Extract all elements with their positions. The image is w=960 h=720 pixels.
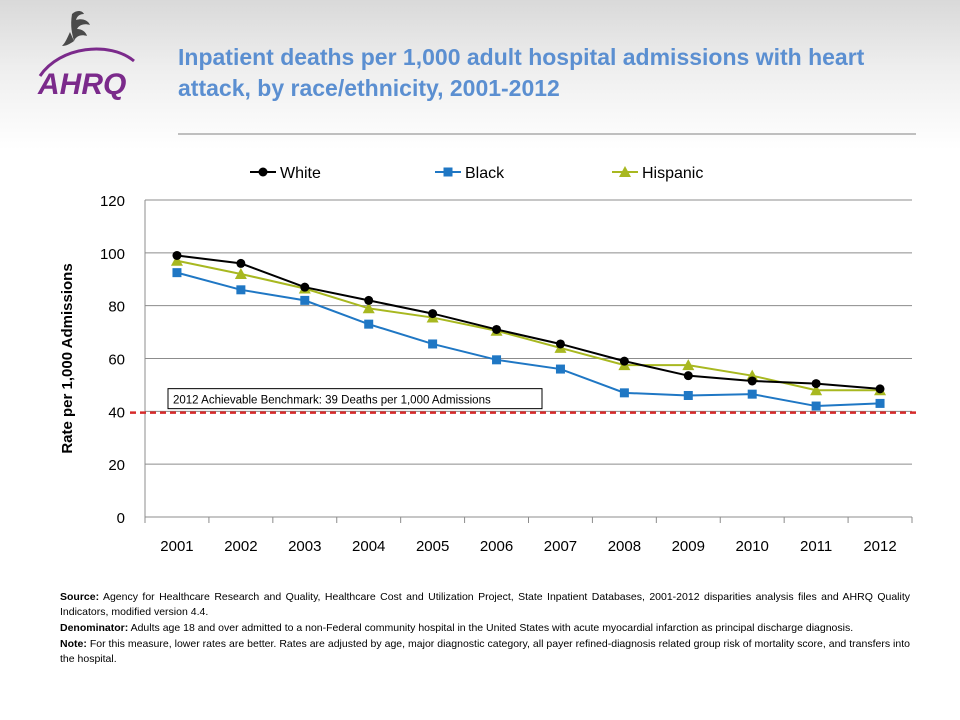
denominator-label: Denominator: xyxy=(60,622,129,634)
legend-label-white: White xyxy=(280,165,321,182)
legend-label-black: Black xyxy=(465,165,505,182)
title-divider xyxy=(178,133,916,135)
data-point-hispanic xyxy=(362,302,375,314)
ahrq-logo-text: AHRQ xyxy=(37,68,126,101)
x-tick-label: 2006 xyxy=(480,538,513,555)
data-point-white xyxy=(555,339,565,349)
series-line-hispanic xyxy=(176,259,881,392)
legend-label-hispanic: Hispanic xyxy=(642,165,703,182)
data-point-white xyxy=(172,250,182,260)
source-text: Agency for Healthcare Research and Quali… xyxy=(60,591,910,618)
legend-marker-white xyxy=(258,167,268,177)
x-tick-label: 2007 xyxy=(544,538,577,555)
data-point-white xyxy=(492,324,502,334)
y-tick-label: 100 xyxy=(100,246,125,263)
data-point-white xyxy=(236,258,246,268)
series-line-black xyxy=(176,271,881,408)
data-point-black xyxy=(492,355,502,365)
note-label: Note: xyxy=(60,638,87,650)
x-tick-label: 2005 xyxy=(416,538,449,555)
data-point-white xyxy=(747,376,757,386)
x-tick-label: 2004 xyxy=(352,538,385,555)
data-point-white xyxy=(811,379,821,389)
data-point-white xyxy=(683,371,693,381)
x-tick-label: 2002 xyxy=(224,538,257,555)
data-point-hispanic xyxy=(170,254,183,266)
data-point-black xyxy=(364,319,374,329)
source-label: Source: xyxy=(60,591,100,603)
header-background xyxy=(0,0,960,150)
x-tick-label: 2011 xyxy=(800,538,832,555)
data-point-hispanic xyxy=(810,384,823,396)
x-tick-label: 2012 xyxy=(863,538,896,555)
y-axis-title: Rate per 1,000 Admissions xyxy=(59,263,76,453)
data-point-black xyxy=(172,268,182,278)
benchmark-label-box xyxy=(167,388,543,410)
ahrq-logo: AHRQ xyxy=(37,11,135,101)
x-tick-label: 2008 xyxy=(608,538,641,555)
denominator-text: Adults age 18 and over admitted to a non… xyxy=(128,622,854,634)
y-tick-label: 20 xyxy=(108,457,125,474)
denominator-note: Denominator: Adults age 18 and over admi… xyxy=(60,621,910,636)
legend-marker-black xyxy=(443,167,453,177)
data-point-white xyxy=(300,282,310,292)
line-chart: 0 20 40 60 80 100 120 2001 2002 2003 2004 2005 2006 2… xyxy=(59,165,917,555)
y-tick-label: 60 xyxy=(108,352,125,369)
y-tick-label: 80 xyxy=(108,299,125,316)
x-tick-label: 2003 xyxy=(288,538,321,555)
y-tick-label: 0 xyxy=(117,510,125,527)
data-point-white xyxy=(875,384,885,394)
ahrq-swoosh-icon xyxy=(38,47,135,77)
data-point-black xyxy=(811,401,821,411)
data-point-hispanic xyxy=(234,267,247,279)
page-title: Inpatient deaths per 1,000 adult hospita… xyxy=(178,44,865,101)
data-point-black xyxy=(683,390,693,400)
data-point-black xyxy=(875,398,885,408)
data-point-white xyxy=(619,356,629,366)
measure-note: Note: For this measure, lower rates are … xyxy=(60,637,910,667)
x-tick-label: 2010 xyxy=(736,538,769,555)
y-tick-label: 120 xyxy=(100,193,125,210)
data-point-black xyxy=(619,388,629,398)
data-point-black xyxy=(747,389,757,399)
chart-notes: Source: Agency for Healthcare Research a… xyxy=(60,590,910,668)
data-point-black xyxy=(555,364,565,374)
series-line-white xyxy=(176,254,881,390)
benchmark-label: 2012 Achievable Benchmark: 39 Deaths per… xyxy=(173,395,491,407)
legend-marker-hispanic xyxy=(619,166,631,177)
data-point-black xyxy=(428,339,438,349)
data-point-white xyxy=(364,295,374,305)
x-tick-label: 2001 xyxy=(160,538,193,555)
source-note: Source: Agency for Healthcare Research a… xyxy=(60,590,910,620)
note-text: For this measure, lower rates are better… xyxy=(60,638,910,665)
x-tick-label: 2009 xyxy=(672,538,705,555)
data-point-black xyxy=(300,295,310,305)
data-point-white xyxy=(428,309,438,319)
data-point-hispanic xyxy=(682,359,695,371)
data-point-black xyxy=(236,285,246,295)
hhs-eagle-icon xyxy=(62,11,90,46)
y-tick-label: 40 xyxy=(108,404,125,421)
